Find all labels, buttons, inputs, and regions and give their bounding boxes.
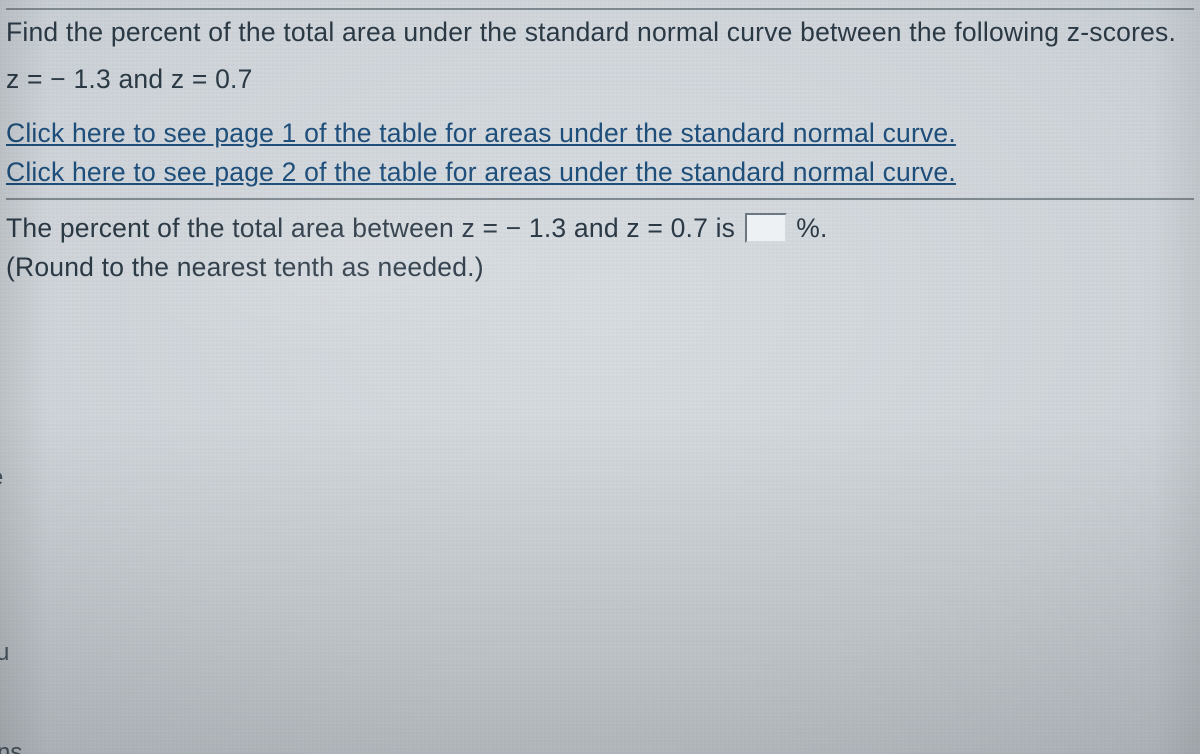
section-divider [6,198,1194,200]
rounding-note: (Round to the nearest tenth as needed.) [6,249,1194,286]
table-link-1-row: Click here to see page 1 of the table fo… [6,115,1194,152]
table-page-2-link[interactable]: Click here to see page 2 of the table fo… [6,157,956,187]
question-panel: Find the percent of the total area under… [6,8,1194,287]
table-page-1-link[interactable]: Click here to see page 1 of the table fo… [6,118,956,148]
z-scores-line: z = − 1.3 and z = 0.7 [6,61,1194,98]
answer-suffix-text: %. [789,213,828,243]
fragment-u: u [0,639,9,667]
problem-prompt: Find the percent of the total area under… [6,8,1194,51]
percent-answer-input[interactable] [745,213,787,243]
fragment-e: e [0,464,3,492]
answer-prefix-text: The percent of the total area between z … [6,213,743,243]
answer-line: The percent of the total area between z … [6,210,1194,247]
table-link-2-row: Click here to see page 2 of the table fo… [6,154,1194,191]
fragment-ns: ns [0,739,22,754]
